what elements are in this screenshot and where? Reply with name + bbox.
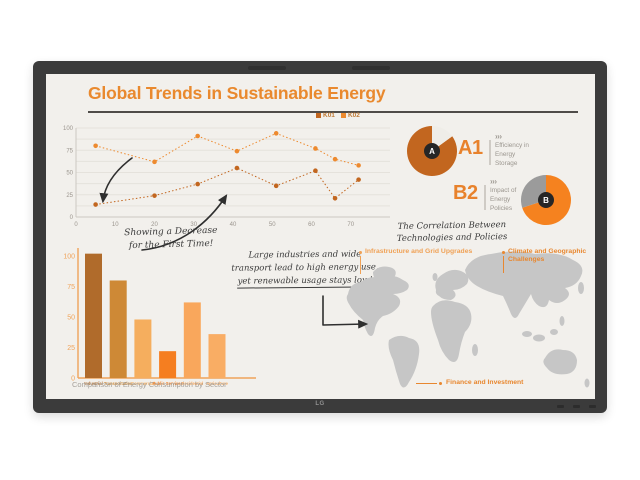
svg-text:Public Services: Public Services — [152, 381, 183, 386]
svg-text:40: 40 — [230, 222, 237, 228]
slide-title: Global Trends in Sustainable Energy — [88, 83, 386, 103]
svg-text:100: 100 — [63, 254, 75, 261]
svg-text:50: 50 — [67, 315, 75, 322]
world-map — [346, 251, 590, 388]
legend-swatch — [340, 113, 346, 118]
map-label-finance: Finance and Investment — [446, 379, 524, 386]
svg-text:100: 100 — [63, 126, 74, 132]
svg-text:Residential: Residential — [181, 381, 203, 386]
stat-b2-label: B2 — [453, 182, 478, 204]
svg-text:Industrial: Industrial — [84, 381, 102, 386]
pie-chart-b2: B — [521, 175, 571, 225]
continent-south-america — [388, 335, 420, 388]
ir-sensor — [557, 405, 564, 408]
svg-text:0: 0 — [70, 215, 74, 221]
svg-text:10: 10 — [112, 222, 119, 228]
svg-text:0: 0 — [71, 376, 75, 383]
map-label-infrastructure: Infrastructure and Grid Upgrades — [365, 248, 473, 255]
continent-africa — [431, 300, 472, 362]
island-borneo — [533, 334, 545, 342]
stat-a1-divider — [489, 140, 491, 165]
title-divider — [88, 111, 578, 113]
bullet-icon — [502, 251, 505, 254]
legend-item: K01 — [316, 112, 335, 119]
svg-text:75: 75 — [66, 148, 73, 154]
svg-text:50: 50 — [66, 171, 73, 177]
bar-chart: 0 25 50 75 100 Industrial TransportationCommer… — [63, 248, 256, 386]
stat-b2-divider — [484, 185, 486, 210]
island-new-guinea — [550, 329, 558, 335]
speaker-grill-left — [248, 66, 286, 70]
svg-text:A: A — [429, 147, 435, 156]
label-connector-line — [503, 256, 504, 273]
svg-text:60: 60 — [308, 222, 315, 228]
bullet-icon — [439, 382, 442, 385]
continent-north-america — [346, 275, 409, 336]
svg-text:Transportation: Transportation — [104, 381, 133, 386]
continent-europe — [435, 269, 469, 300]
chevron-right-icon: ››› — [495, 132, 502, 141]
bar-chart-caption: Comparison of Energy Consumption by Sect… — [72, 380, 227, 389]
display-screen: Global Trends in Sustainable Energy 0 25 5… — [46, 74, 595, 399]
lg-logo: LG — [315, 401, 325, 407]
map-label-climate: Climate and Geographic Challenges — [508, 248, 587, 264]
stat-a1-description: Efficiency in Energy Storage — [495, 142, 529, 167]
bullet-icon — [359, 251, 362, 254]
svg-text:70: 70 — [347, 222, 354, 228]
power-indicator — [573, 405, 580, 408]
legend-item: K02 — [340, 112, 360, 119]
svg-text:25: 25 — [66, 193, 73, 199]
continent-asia — [465, 251, 583, 318]
island-madagascar — [472, 344, 478, 356]
power-button — [589, 405, 596, 408]
stat-b2-description: Impact of Energy Policies — [490, 187, 517, 212]
island-uk — [432, 273, 438, 281]
pie-chart-a1: A — [407, 126, 457, 176]
svg-text:50: 50 — [269, 222, 276, 228]
island-sumatra — [522, 331, 532, 337]
island-new-zealand — [584, 378, 590, 388]
island-philippines — [559, 316, 565, 326]
svg-text:75: 75 — [67, 284, 75, 291]
svg-text:B: B — [543, 196, 549, 205]
chevron-right-icon: ››› — [490, 177, 497, 186]
speaker-grill-right — [352, 66, 390, 70]
label-connector-line — [416, 383, 437, 384]
display-bezel: Global Trends in Sustainable Energy 0 25 5… — [33, 61, 607, 413]
island-japan — [578, 282, 584, 294]
svg-text:Agriculture: Agriculture — [206, 381, 229, 386]
line-chart-legend: K01 K02 — [316, 112, 360, 119]
stat-a1-label: A1 — [458, 137, 483, 159]
svg-text:25: 25 — [67, 345, 75, 352]
label-connector-line — [360, 256, 361, 274]
continent-australia — [543, 349, 577, 375]
legend-swatch — [316, 113, 321, 118]
svg-text:0: 0 — [74, 222, 78, 228]
svg-text:Commercial: Commercial — [131, 381, 154, 386]
